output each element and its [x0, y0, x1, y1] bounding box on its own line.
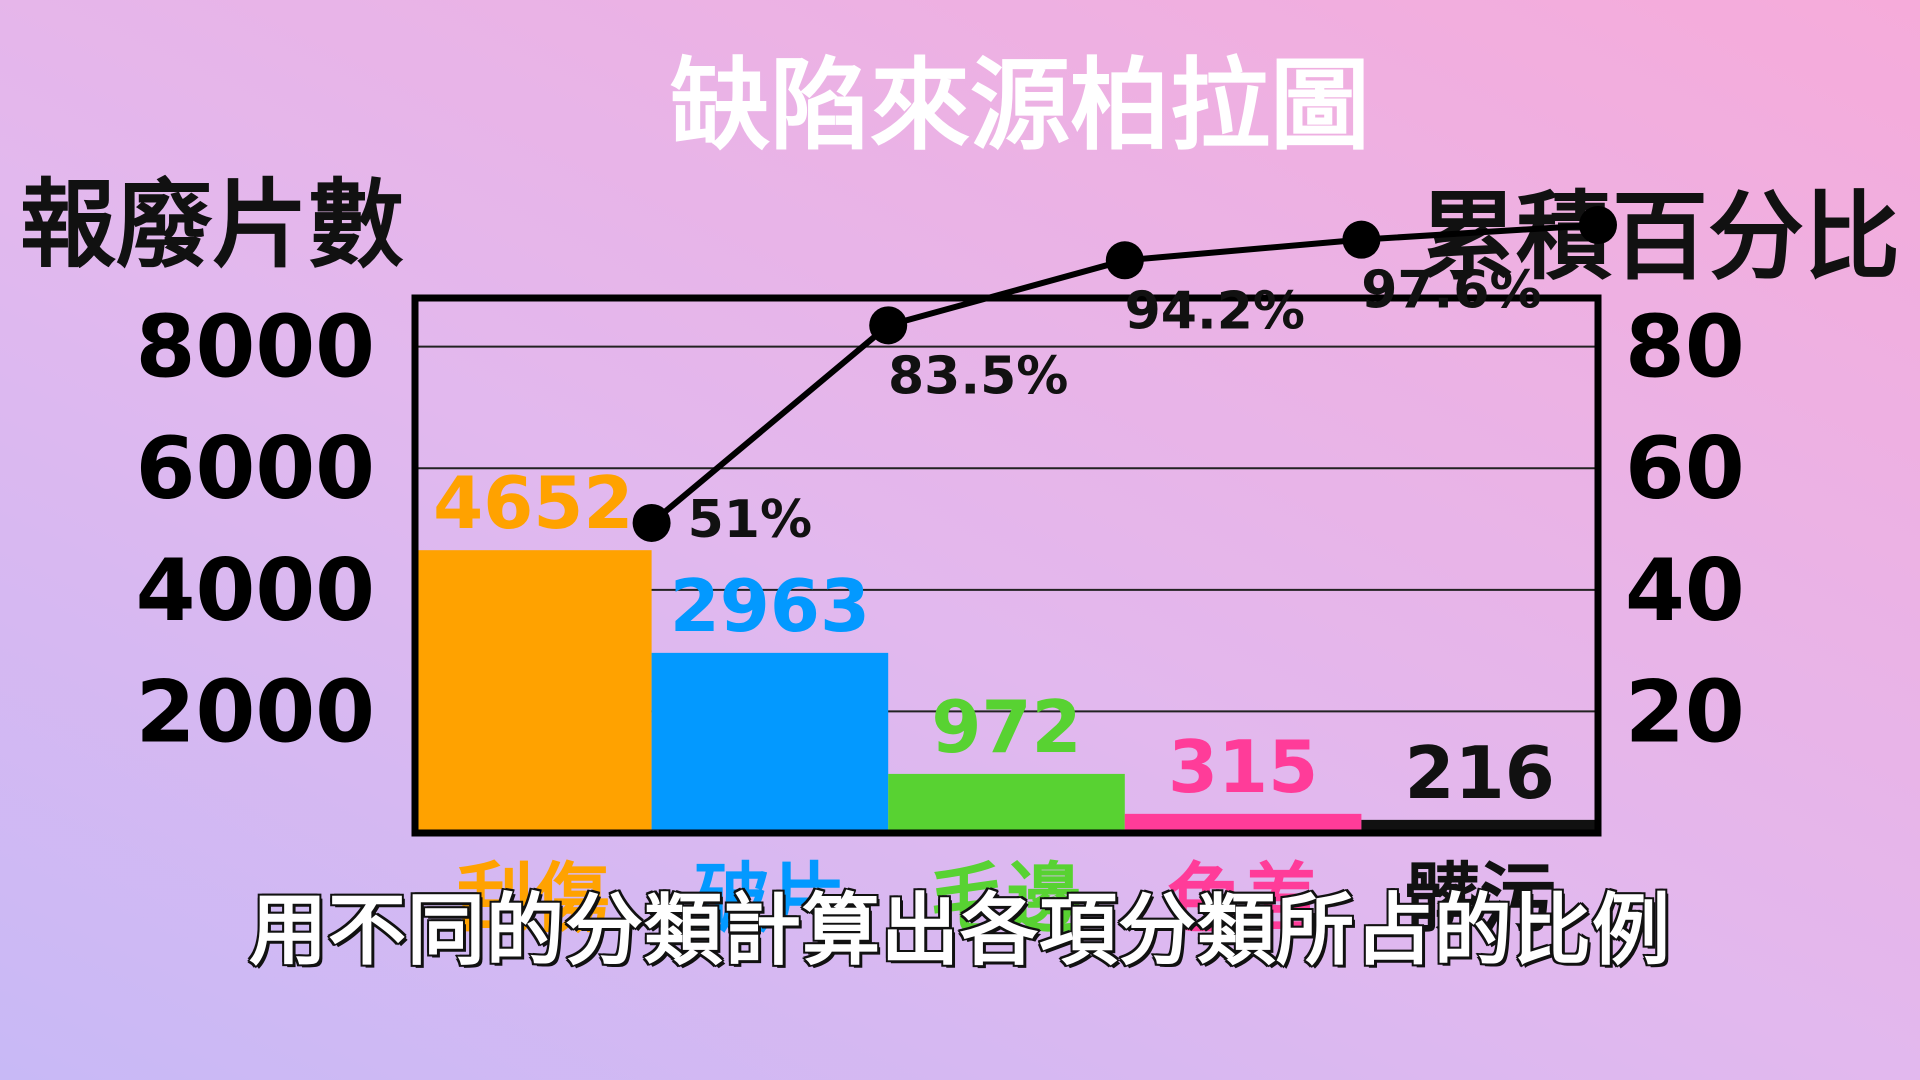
- cumulative-percent-label: 94.2%: [1125, 281, 1305, 341]
- cumulative-percent-label: 51%: [688, 490, 812, 550]
- bar: [651, 652, 889, 833]
- cumulative-line: [632, 206, 1617, 542]
- cumulative-point: [632, 503, 671, 542]
- category-label: 色差: [1167, 854, 1319, 943]
- bar-value-label: 972: [931, 685, 1081, 769]
- y-tick-label: 8000: [136, 298, 375, 398]
- y2-tick-label: 40: [1625, 541, 1745, 641]
- category-label: 髒污: [1404, 854, 1556, 943]
- bar-value-label: 216: [1405, 731, 1555, 815]
- y2-tick-label: 20: [1625, 662, 1745, 762]
- cumulative-percent-label: 83.5%: [888, 346, 1068, 406]
- y-tick-label: 4000: [136, 541, 375, 641]
- right-axis-title: 累積百分比: [1420, 181, 1900, 293]
- bar: [415, 550, 652, 833]
- left-axis-title: 報廢片數: [20, 169, 404, 281]
- y-tick-label: 2000: [136, 662, 375, 762]
- y2-tick-label: 80: [1625, 298, 1745, 398]
- cumulative-point: [1105, 241, 1144, 280]
- category-label: 刮傷: [457, 854, 609, 943]
- left-axis-ticks: 2000 4000 6000 8000: [136, 298, 375, 763]
- cumulative-percent-label: 97.6%: [1361, 261, 1541, 321]
- cumulative-point: [869, 306, 908, 345]
- bar: [888, 773, 1125, 833]
- category-labels: 刮傷 破片 毛邊 色差 髒污: [457, 854, 1555, 943]
- cumulative-point: [1342, 220, 1381, 259]
- bars: [415, 550, 1598, 833]
- category-label: 破片: [694, 854, 846, 943]
- bar-value-label: 2963: [670, 564, 870, 648]
- bar-value-labels: 4652 2963 972 315 216: [433, 461, 1555, 815]
- cumulative-percent-labels: 51% 83.5% 94.2% 97.6%: [688, 261, 1542, 550]
- y-tick-label: 6000: [136, 419, 375, 519]
- right-axis-ticks: 20 40 60 80: [1625, 298, 1745, 763]
- bar: [1124, 813, 1362, 833]
- chart-title: 缺陷來源柏拉圖: [670, 47, 1370, 164]
- category-label: 毛邊: [931, 854, 1083, 943]
- y2-tick-label: 60: [1625, 419, 1745, 519]
- plot-frame: [411, 294, 1602, 837]
- video-subtitle: 用不同的分類計算出各項分類所占的比例: [247, 886, 1671, 976]
- bar-value-label: 4652: [433, 461, 633, 545]
- cumulative-point: [1579, 206, 1617, 245]
- bar-value-label: 315: [1168, 725, 1318, 809]
